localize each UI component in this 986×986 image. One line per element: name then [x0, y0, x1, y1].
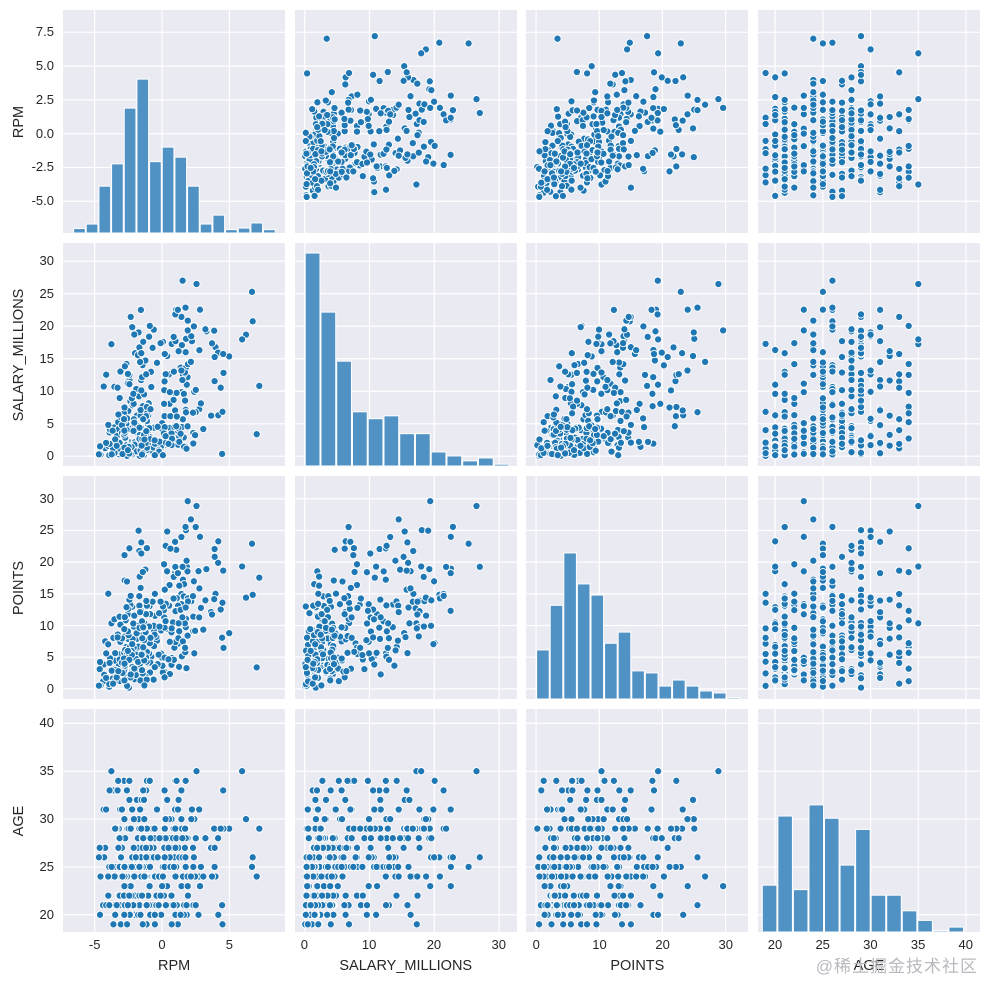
- y-tick-label-points: 5: [46, 649, 54, 665]
- y-tick-label-points: 15: [39, 585, 54, 601]
- y-tick-label-rpm: 7.5: [35, 24, 54, 40]
- x-tick-label-age: 40: [958, 937, 974, 952]
- y-axis-label-points: POINTS: [11, 560, 27, 615]
- scatter-panel-points-vs-rpm: [63, 476, 286, 699]
- y-tick-label-rpm: 2.5: [35, 91, 54, 107]
- y-tick-label-age: 35: [39, 763, 54, 779]
- y-tick-label-age: 40: [39, 715, 54, 731]
- y-tick-label-salary_millions: 5: [46, 415, 54, 431]
- y-tick-label-age: 30: [39, 811, 54, 827]
- x-axis-label-rpm: RPM: [158, 958, 191, 974]
- scatter-panel-age-vs-points: [526, 709, 749, 932]
- y-tick-label-rpm: -2.5: [31, 159, 54, 175]
- hist-panel-points: [526, 476, 749, 699]
- y-tick-label-points: 30: [39, 490, 54, 506]
- y-tick-label-points: 10: [39, 617, 54, 633]
- scatter-panel-rpm-vs-points: [526, 10, 749, 233]
- y-axis-label-salary_millions: SALARY_MILLIONS: [11, 288, 27, 421]
- x-tick-label-salary_millions: 10: [361, 937, 377, 952]
- x-tick-label-points: 20: [655, 937, 670, 952]
- y-tick-label-age: 20: [39, 906, 54, 922]
- x-tick-label-points: 30: [718, 937, 733, 952]
- y-tick-label-age: 25: [39, 858, 54, 874]
- x-tick-label-salary_millions: 20: [426, 937, 442, 952]
- y-tick-label-rpm: 5.0: [35, 58, 54, 74]
- x-tick-label-rpm: 5: [225, 937, 233, 952]
- scatter-panel-salary_millions-vs-rpm: [63, 243, 286, 466]
- x-tick-label-age: 20: [767, 937, 783, 952]
- scatter-panel-points-vs-salary_millions: [294, 476, 517, 699]
- y-tick-label-salary_millions: 15: [39, 350, 54, 366]
- x-tick-label-age: 30: [863, 937, 878, 952]
- y-tick-label-salary_millions: 20: [39, 318, 54, 334]
- x-axis-label-salary_millions: SALARY_MILLIONS: [339, 958, 473, 974]
- scatter-panel-points-vs-age: [757, 476, 981, 699]
- watermark: @稀土掘金技术社区: [815, 957, 978, 976]
- x-tick-label-salary_millions: 0: [300, 937, 308, 952]
- scatter-panel-age-vs-salary_millions: [294, 709, 517, 932]
- y-tick-label-rpm: 0.0: [35, 125, 54, 141]
- x-axis-label-age: AGE: [853, 958, 885, 974]
- hist-panel-rpm: [63, 10, 286, 233]
- y-tick-label-rpm: -5.0: [31, 193, 54, 209]
- y-tick-label-salary_millions: 10: [39, 383, 54, 399]
- y-tick-label-salary_millions: 30: [39, 253, 54, 269]
- x-tick-label-age: 35: [910, 937, 926, 952]
- y-tick-label-points: 25: [39, 522, 54, 538]
- y-axis-label-age: AGE: [11, 805, 27, 836]
- scatter-panel-rpm-vs-age: [757, 10, 981, 233]
- scatter-panel-salary_millions-vs-points: [526, 243, 749, 466]
- y-tick-label-points: 20: [39, 554, 54, 570]
- x-tick-label-rpm: -5: [88, 937, 101, 952]
- x-tick-label-age: 25: [815, 937, 830, 952]
- x-axis-label-points: POINTS: [610, 958, 665, 974]
- y-tick-label-salary_millions: 25: [39, 285, 54, 301]
- x-tick-label-salary_millions: 30: [491, 937, 506, 952]
- x-tick-label-rpm: 0: [158, 937, 166, 952]
- y-tick-label-points: 0: [46, 680, 54, 696]
- y-axis-label-rpm: RPM: [11, 105, 27, 138]
- scatter-panel-rpm-vs-salary_millions: [294, 10, 517, 233]
- x-tick-label-points: 10: [592, 937, 607, 952]
- hist-panel-age: [757, 709, 981, 932]
- x-tick-label-points: 0: [532, 937, 540, 952]
- scatter-panel-age-vs-rpm: [63, 709, 286, 932]
- y-tick-label-salary_millions: 0: [46, 448, 54, 464]
- hist-panel-salary_millions: [294, 243, 517, 466]
- scatter-panel-salary_millions-vs-age: [757, 243, 981, 466]
